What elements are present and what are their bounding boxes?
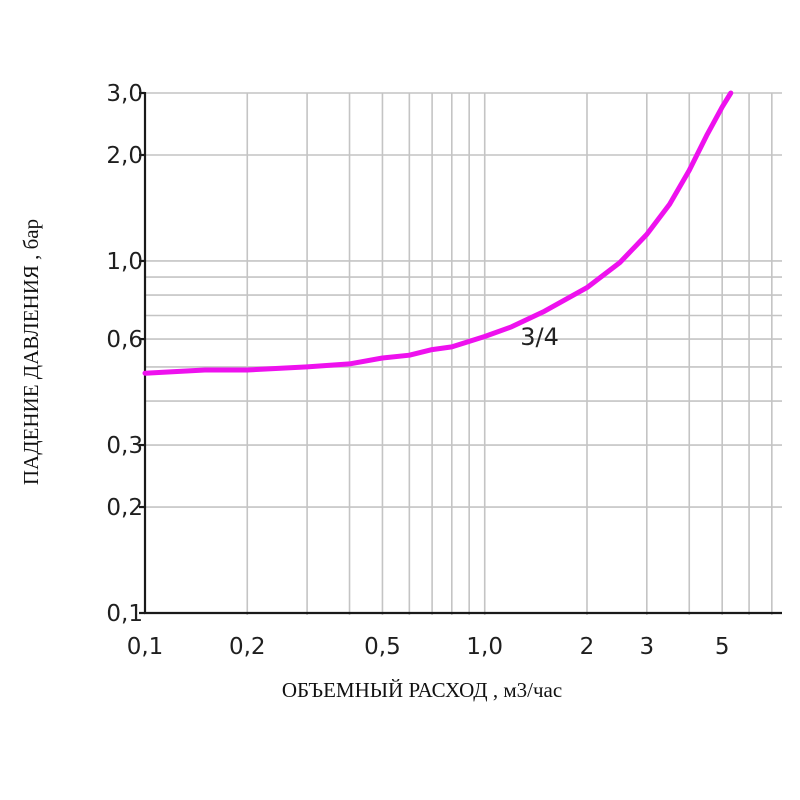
- y-tick-label: 0,6: [106, 327, 143, 353]
- x-tick-label: 1,0: [466, 634, 503, 660]
- grid-lines: [145, 92, 782, 615]
- x-tick-label: 3: [639, 634, 654, 660]
- x-tick-labels: 0,1 0,2 0,5 1,0 2 3 5: [127, 634, 730, 660]
- y-tick-label: 0,2: [106, 495, 143, 521]
- y-tick-labels: 0,1 0,2 0,3 0,6 1,0 2,0 3,0: [106, 81, 143, 627]
- y-axis-title: ПАДЕНИЕ ДАВЛЕНИЯ , бар: [19, 219, 43, 485]
- x-tick-label: 2: [580, 634, 595, 660]
- x-tick-label: 0,5: [364, 634, 401, 660]
- y-tick-label: 3,0: [106, 81, 143, 107]
- y-tick-label: 0,3: [106, 433, 143, 459]
- x-tick-label: 5: [715, 634, 730, 660]
- axes: [139, 91, 782, 615]
- x-tick-label: 0,2: [229, 634, 266, 660]
- series-line-3-4: [142, 90, 734, 376]
- series-label: 3/4: [520, 323, 559, 351]
- y-tick-label: 0,1: [106, 601, 143, 627]
- data-series: 3/4: [142, 90, 734, 376]
- x-tick-label: 0,1: [127, 634, 164, 660]
- y-tick-label: 2,0: [106, 143, 143, 169]
- y-tick-label: 1,0: [106, 249, 143, 275]
- x-axis-title: ОБЪЕМНЫЙ РАСХОД , м3/час: [282, 678, 562, 702]
